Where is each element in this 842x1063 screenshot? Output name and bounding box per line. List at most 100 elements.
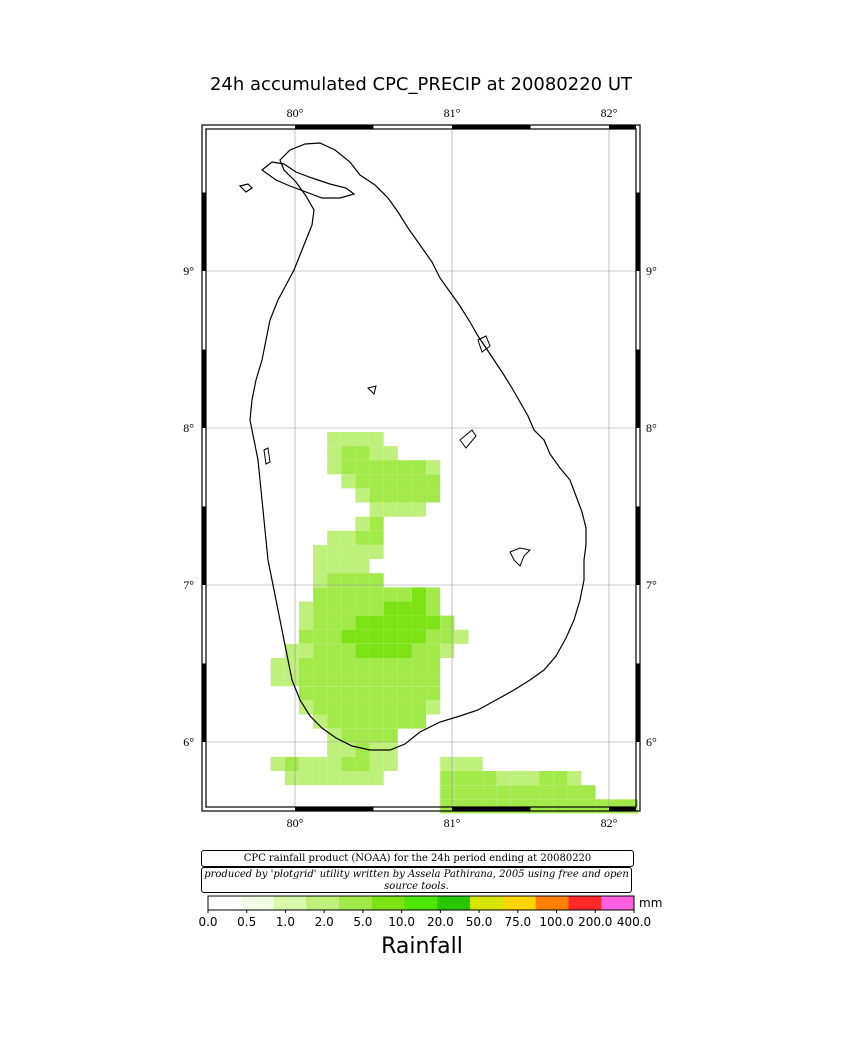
rainfall-cell (397, 615, 412, 630)
rainfall-cell (313, 672, 328, 687)
rainfall-cell (412, 686, 427, 701)
rainfall-cell (369, 714, 384, 729)
rainfall-cell (355, 516, 370, 531)
rainfall-cell (369, 502, 384, 517)
rainfall-cell (468, 785, 483, 800)
frame-block (452, 807, 531, 811)
map-frame (205, 128, 637, 808)
rainfall-cell (341, 615, 356, 630)
rainfall-cell (369, 629, 384, 644)
legend-swatch (601, 896, 635, 910)
rainfall-cell (327, 686, 342, 701)
rainfall-cell (327, 460, 342, 475)
rainfall-cell (468, 756, 483, 771)
rainfall-cell (412, 460, 427, 475)
rainfall-cell (369, 431, 384, 446)
rainfall-cell (341, 686, 356, 701)
rainfall-cell (341, 700, 356, 715)
rainfall-cell (313, 700, 328, 715)
rainfall-cell (327, 431, 342, 446)
frame-block (202, 349, 206, 428)
rainfall-cell (284, 658, 299, 673)
rainfall-cell (397, 700, 412, 715)
rainfall-cell (426, 658, 441, 673)
rainfall-cell (539, 785, 554, 800)
trincomalee-bay-outline (477, 335, 491, 353)
rainfall-cell (397, 587, 412, 602)
rainfall-cell (369, 615, 384, 630)
rainfall-cell (440, 799, 455, 814)
rainfall-cell (369, 728, 384, 743)
legend-tick-label: 20.0 (427, 915, 454, 929)
rainfall-cell (468, 771, 483, 786)
rainfall-cell (383, 460, 398, 475)
rainfall-cell (383, 629, 398, 644)
rainfall-cell (412, 587, 427, 602)
legend-tick-label: 5.0 (353, 915, 372, 929)
rainfall-cell (581, 785, 596, 800)
rainfall-cell (525, 771, 540, 786)
lat-tick-label: 7° (646, 578, 657, 592)
rainfall-cell (397, 686, 412, 701)
coordinate-labels: 80° 80° 81° 81° 82° 82° 9° 9° 8° 8° 7° 7° 6° 6° (183, 106, 657, 830)
lon-tick-label: 82° (601, 106, 618, 120)
author-note: produced by 'plotgrid' utility written b… (201, 867, 632, 893)
rainfall-cell (412, 658, 427, 673)
rainfall-cell (313, 573, 328, 588)
rainfall-cell (355, 714, 370, 729)
rainfall-cell (369, 516, 384, 531)
lat-tick-label: 8° (183, 421, 194, 435)
lat-tick-label: 9° (646, 264, 657, 278)
rainfall-cell (341, 672, 356, 687)
rainfall-cell (383, 446, 398, 461)
legend-tick-label: 1.0 (276, 915, 295, 929)
rainfall-cell (426, 686, 441, 701)
rainfall-cell (298, 756, 313, 771)
rainfall-cell (383, 502, 398, 517)
legend-swatch (339, 896, 373, 910)
rainfall-cell (355, 545, 370, 560)
lat-tick-label: 8° (646, 421, 657, 435)
rainfall-cell (313, 771, 328, 786)
rainfall-cell (369, 756, 384, 771)
rainfall-cell (327, 629, 342, 644)
rainfall-cell (341, 587, 356, 602)
rainfall-cell (383, 601, 398, 616)
rainfall-cell (355, 559, 370, 574)
legend-tick-label: 200.0 (578, 915, 612, 929)
rainfall-cell (496, 785, 511, 800)
rainfall-cell (383, 488, 398, 503)
rainfall-cell (539, 799, 554, 814)
rainfall-cell (341, 559, 356, 574)
rainfall-cell (270, 672, 285, 687)
legend-swatch (535, 896, 569, 910)
legend-swatch (273, 896, 307, 910)
rainfall-cell (327, 446, 342, 461)
legend-swatch (371, 896, 405, 910)
rainfall-cell (341, 643, 356, 658)
rainfall-cell (510, 771, 525, 786)
rainfall-cell (284, 643, 299, 658)
rainfall-cell (298, 771, 313, 786)
rainfall-cell (567, 771, 582, 786)
rainfall-cell (454, 756, 469, 771)
rainfall-cell (383, 643, 398, 658)
rainfall-cell (298, 601, 313, 616)
rainfall-cell (355, 530, 370, 545)
rainfall-cell (298, 643, 313, 658)
rainfall-cell (426, 672, 441, 687)
rainfall-cell (440, 615, 455, 630)
rainfall-cell (355, 615, 370, 630)
rainfall-cell (412, 474, 427, 489)
rainfall-cell (397, 488, 412, 503)
rainfall-cell (341, 658, 356, 673)
lon-tick-label: 80° (287, 106, 304, 120)
map-frame-ticks (202, 125, 640, 811)
rainfall-cell (341, 601, 356, 616)
legend-swatch (437, 896, 471, 910)
rainfall-cell (313, 643, 328, 658)
rainfall-cell (284, 756, 299, 771)
rainfall-cell (412, 615, 427, 630)
sri-lanka-coastline (249, 142, 587, 751)
rainfall-cell (341, 756, 356, 771)
